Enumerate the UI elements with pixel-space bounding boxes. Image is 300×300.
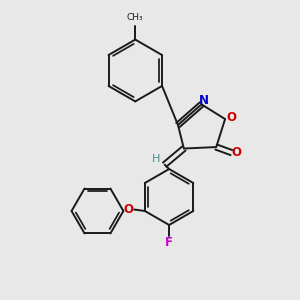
Text: O: O xyxy=(232,146,242,159)
Text: CH₃: CH₃ xyxy=(127,13,144,22)
Text: O: O xyxy=(226,111,236,124)
Text: H: H xyxy=(152,154,160,164)
Text: O: O xyxy=(124,203,134,216)
Text: F: F xyxy=(165,236,173,249)
Text: N: N xyxy=(199,94,209,107)
